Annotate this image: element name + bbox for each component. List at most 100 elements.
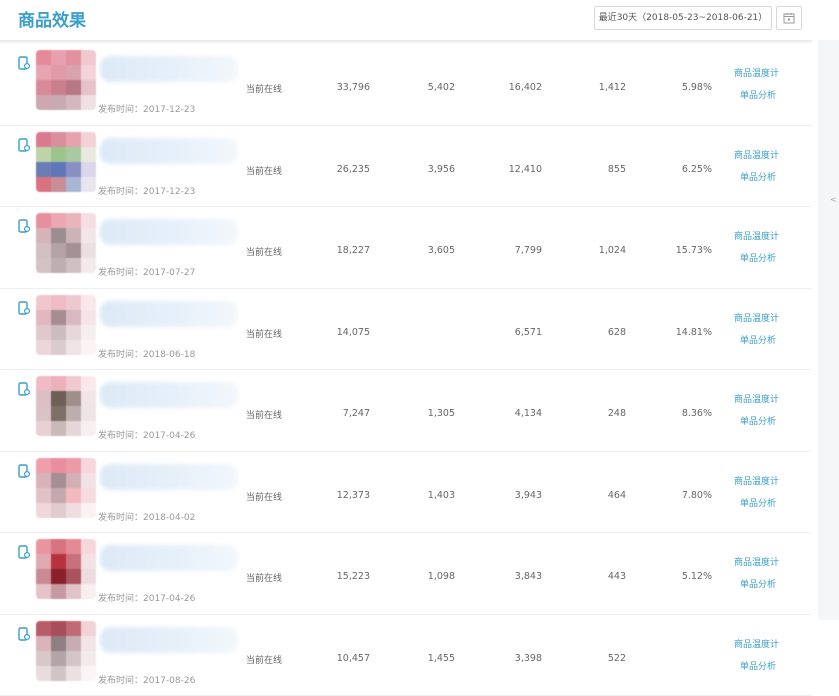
heat-meter-link[interactable]: 商品温度计	[734, 66, 779, 79]
metric-3: 7,799	[490, 245, 542, 256]
product-thumbnail[interactable]	[36, 621, 96, 681]
thumbnail-pixel	[81, 666, 96, 681]
side-panel-strip[interactable]	[818, 40, 839, 620]
product-thumbnail[interactable]	[36, 295, 96, 355]
thumbnail-pixel	[36, 95, 51, 110]
thumbnail-pixel	[81, 651, 96, 666]
product-title-blurred[interactable]	[100, 382, 238, 408]
heat-meter-link[interactable]: 商品温度计	[734, 474, 779, 487]
thumbnail-pixel	[66, 488, 81, 503]
thumbnail-pixel	[36, 569, 51, 584]
thumbnail-pixel	[51, 325, 66, 340]
thumbnail-pixel	[36, 666, 51, 681]
item-analysis-link[interactable]: 单品分析	[740, 577, 776, 590]
thumbnail-pixel	[66, 458, 81, 473]
thumbnail-pixel	[51, 554, 66, 569]
product-thumbnail[interactable]	[36, 376, 96, 436]
thumbnail-pixel	[66, 295, 81, 310]
thumbnail-pixel	[81, 473, 96, 488]
item-analysis-link[interactable]: 单品分析	[740, 659, 776, 672]
item-analysis-link[interactable]: 单品分析	[740, 170, 776, 183]
side-collapse-tab[interactable]: <	[830, 195, 839, 209]
product-title-blurred[interactable]	[100, 545, 238, 571]
mobile-device-icon	[18, 219, 30, 233]
publish-time: 发布时间：2017-07-27	[98, 265, 195, 278]
metric-1: 18,227	[320, 245, 370, 256]
publish-time: 发布时间：2017-08-26	[98, 673, 195, 686]
page-header: 商品效果 最近30天（2018-05-23~2018-06-21）	[0, 0, 812, 40]
thumbnail-pixel	[81, 503, 96, 518]
thumbnail-pixel	[51, 458, 66, 473]
product-title-blurred[interactable]	[100, 219, 238, 245]
thumbnail-pixel	[51, 621, 66, 636]
item-analysis-link[interactable]: 单品分析	[740, 88, 776, 101]
thumbnail-pixel	[36, 554, 51, 569]
thumbnail-pixel	[36, 458, 51, 473]
product-title-blurred[interactable]	[100, 627, 238, 653]
item-analysis-link[interactable]: 单品分析	[740, 333, 776, 346]
thumbnail-pixel	[66, 584, 81, 599]
thumbnail-pixel	[81, 421, 96, 436]
product-row: 发布时间：2017-04-26 当前在线 7,247 1,305 4,134 2…	[0, 370, 812, 452]
thumbnail-pixel	[66, 147, 81, 162]
thumbnail-pixel	[81, 213, 96, 228]
product-thumbnail[interactable]	[36, 132, 96, 192]
product-title-blurred[interactable]	[100, 301, 238, 327]
mobile-device-icon	[18, 627, 30, 641]
product-thumbnail[interactable]	[36, 539, 96, 599]
status-online: 当前在线	[246, 164, 282, 177]
thumbnail-pixel	[36, 584, 51, 599]
thumbnail-pixel	[81, 340, 96, 355]
thumbnail-pixel	[51, 636, 66, 651]
date-range-selector[interactable]: 最近30天（2018-05-23~2018-06-21）	[594, 6, 772, 30]
thumbnail-pixel	[81, 584, 96, 599]
product-thumbnail[interactable]	[36, 213, 96, 273]
metric-4: 248	[576, 408, 626, 419]
thumbnail-pixel	[51, 177, 66, 192]
thumbnail-pixel	[81, 228, 96, 243]
thumbnail-pixel	[81, 488, 96, 503]
product-title-blurred[interactable]	[100, 464, 238, 490]
thumbnail-pixel	[51, 376, 66, 391]
heat-meter-link[interactable]: 商品温度计	[734, 637, 779, 650]
thumbnail-pixel	[81, 65, 96, 80]
thumbnail-pixel	[51, 584, 66, 599]
metric-rate: 7.80%	[660, 490, 712, 501]
thumbnail-pixel	[51, 50, 66, 65]
status-online: 当前在线	[246, 571, 282, 584]
publish-time: 发布时间：2017-04-26	[98, 428, 195, 441]
metric-3: 16,402	[490, 82, 542, 93]
item-analysis-link[interactable]: 单品分析	[740, 496, 776, 509]
publish-time: 发布时间：2018-06-18	[98, 347, 195, 360]
thumbnail-pixel	[51, 651, 66, 666]
product-title-blurred[interactable]	[100, 56, 238, 82]
heat-meter-link[interactable]: 商品温度计	[734, 311, 779, 324]
metric-2: 3,605	[405, 245, 455, 256]
thumbnail-pixel	[36, 162, 51, 177]
metric-rate: 15.73%	[660, 245, 712, 256]
metric-4: 1,412	[576, 82, 626, 93]
heat-meter-link[interactable]: 商品温度计	[734, 148, 779, 161]
heat-meter-link[interactable]: 商品温度计	[734, 392, 779, 405]
item-analysis-link[interactable]: 单品分析	[740, 251, 776, 264]
heat-meter-link[interactable]: 商品温度计	[734, 555, 779, 568]
thumbnail-pixel	[66, 666, 81, 681]
thumbnail-pixel	[51, 228, 66, 243]
thumbnail-pixel	[51, 473, 66, 488]
thumbnail-pixel	[81, 295, 96, 310]
thumbnail-pixel	[36, 503, 51, 518]
product-thumbnail[interactable]	[36, 458, 96, 518]
mobile-device-icon	[18, 382, 30, 396]
thumbnail-pixel	[81, 539, 96, 554]
thumbnail-pixel	[36, 406, 51, 421]
metric-4: 443	[576, 571, 626, 582]
calendar-button[interactable]	[776, 6, 802, 30]
product-title-blurred[interactable]	[100, 138, 238, 164]
product-thumbnail[interactable]	[36, 50, 96, 110]
heat-meter-link[interactable]: 商品温度计	[734, 229, 779, 242]
item-analysis-link[interactable]: 单品分析	[740, 414, 776, 427]
thumbnail-pixel	[36, 50, 51, 65]
product-list: 发布时间：2017-12-23 当前在线 33,796 5,402 16,402…	[0, 44, 812, 696]
metric-4: 522	[576, 653, 626, 664]
mobile-device-icon	[18, 464, 30, 478]
